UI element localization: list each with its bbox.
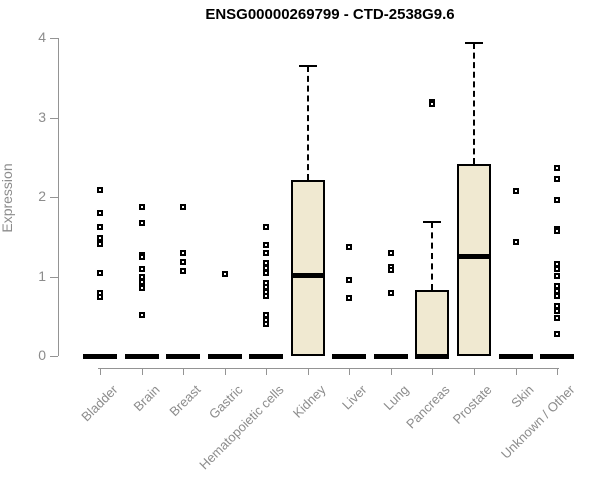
x-tick <box>224 368 226 375</box>
outlier-point <box>138 220 145 227</box>
x-tick <box>141 368 143 375</box>
outlier-point <box>554 330 561 337</box>
outlier-point <box>138 284 145 291</box>
outlier-point <box>263 270 270 277</box>
whisker-cap-kidney <box>298 64 317 67</box>
outlier-point <box>554 197 561 204</box>
box-prostate <box>456 163 491 356</box>
y-tick-label: 4 <box>38 29 46 45</box>
median-line-hematopoietic-cells <box>249 354 284 359</box>
whisker-cap-prostate <box>464 41 483 44</box>
whisker-kidney <box>306 65 309 181</box>
outlier-point <box>180 249 187 256</box>
outlier-point <box>180 267 187 274</box>
median-line-kidney <box>290 272 325 278</box>
outlier-point <box>138 204 145 211</box>
outlier-point <box>554 292 561 299</box>
y-tick-label: 2 <box>38 188 46 204</box>
x-tick <box>473 368 475 375</box>
outlier-point <box>97 240 103 247</box>
outlier-point <box>97 235 103 242</box>
outlier-point <box>554 307 561 314</box>
outlier-point <box>387 290 394 297</box>
x-tick <box>432 368 434 375</box>
outlier-point <box>221 271 228 278</box>
median-line-breast <box>166 354 201 359</box>
x-tick <box>557 368 559 375</box>
outlier-point <box>97 186 103 193</box>
median-line-bladder <box>83 354 117 359</box>
outlier-point <box>263 224 270 231</box>
median-line-brain <box>124 354 159 359</box>
x-tick <box>183 368 185 375</box>
outlier-point <box>429 100 436 107</box>
outlier-point <box>97 270 103 277</box>
outlier-point <box>138 311 145 318</box>
outlier-point <box>138 265 145 272</box>
outlier-point <box>97 224 103 231</box>
y-tick-label: 0 <box>38 347 46 363</box>
whisker-prostate <box>472 42 475 164</box>
outlier-point <box>263 249 270 256</box>
outlier-point <box>554 175 561 182</box>
outlier-point <box>387 250 394 257</box>
y-axis-line <box>58 38 59 356</box>
outlier-point <box>512 238 519 245</box>
median-line-skin <box>498 354 533 359</box>
x-tick <box>266 368 268 375</box>
outlier-point <box>263 241 270 248</box>
outlier-point <box>138 279 145 286</box>
box-pancreas <box>415 290 450 356</box>
y-tick <box>50 197 58 198</box>
x-tick <box>349 368 351 375</box>
x-tick <box>307 368 309 375</box>
x-tick <box>390 368 392 375</box>
median-line-prostate <box>456 253 491 259</box>
box-kidney <box>290 180 325 356</box>
outlier-point <box>346 277 353 284</box>
outlier-point <box>180 259 187 266</box>
x-axis-line <box>98 368 559 369</box>
outlier-point <box>346 244 353 251</box>
y-tick <box>50 356 58 357</box>
outlier-point <box>554 228 561 235</box>
y-tick <box>50 38 58 39</box>
outlier-point <box>554 265 561 272</box>
outlier-point <box>180 204 187 211</box>
outlier-point <box>554 272 561 279</box>
x-tick <box>515 368 517 375</box>
x-tick <box>100 368 101 375</box>
outlier-point <box>554 314 561 321</box>
whisker-cap-pancreas <box>423 220 442 223</box>
outlier-point <box>387 267 394 274</box>
y-tick-label: 3 <box>38 108 46 125</box>
median-line-pancreas <box>415 354 450 359</box>
y-tick-label: 1 <box>38 267 46 284</box>
outlier-point <box>554 164 561 171</box>
median-line-gastric <box>207 354 242 359</box>
median-line-lung <box>373 354 408 359</box>
y-tick <box>50 276 58 278</box>
outlier-point <box>263 321 270 328</box>
outlier-point <box>97 209 103 216</box>
whisker-pancreas <box>431 221 434 290</box>
chart-title: ENSG00000269799 - CTD-2538G9.6 <box>205 6 455 23</box>
outlier-point <box>346 294 353 301</box>
outlier-point <box>263 264 270 271</box>
y-tick <box>50 117 58 119</box>
outlier-point <box>512 187 519 194</box>
outlier-point <box>263 292 270 299</box>
median-line-liver <box>332 354 367 359</box>
outlier-point <box>138 253 145 260</box>
median-line-unknown-other <box>540 354 575 359</box>
outlier-point <box>97 294 103 301</box>
